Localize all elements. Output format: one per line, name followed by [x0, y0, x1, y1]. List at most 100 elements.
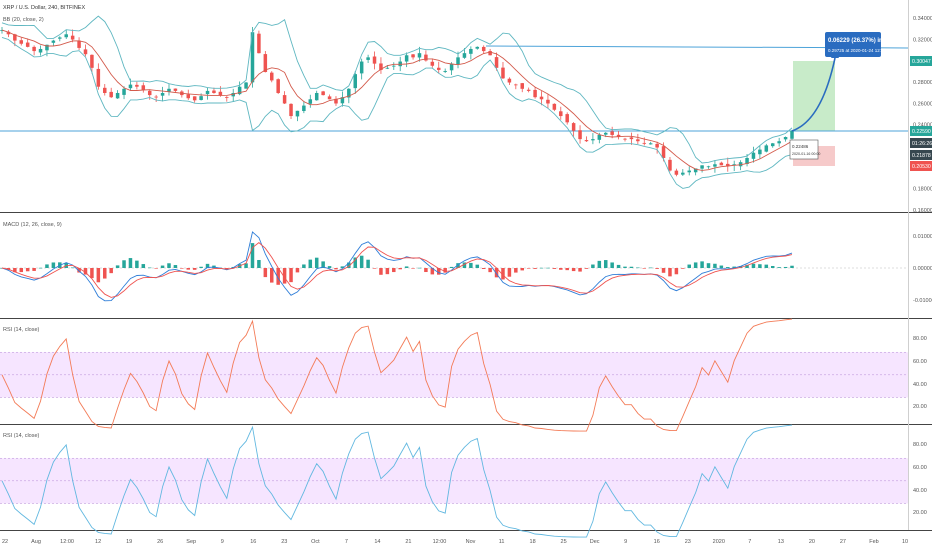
rsi-pane-2[interactable]	[0, 424, 908, 538]
candle-body	[225, 97, 229, 98]
macd-histogram-bar	[456, 263, 460, 268]
macd-histogram-bar	[700, 261, 704, 268]
macd-histogram-bar	[546, 267, 550, 269]
macd-histogram-bar	[655, 268, 659, 269]
candle-body	[115, 92, 120, 99]
macd-histogram-bar	[424, 268, 428, 273]
time-tick-label: 16	[250, 539, 256, 545]
rsi1-axis[interactable]: 80.00 60.00 40.00 20.00	[913, 336, 927, 410]
rsi2-legend[interactable]: RSI (14, close)	[3, 433, 40, 439]
macd-histogram-bar	[45, 264, 49, 268]
macd-histogram-bar	[430, 268, 435, 275]
candle-body	[700, 165, 704, 169]
candle-body	[103, 87, 107, 93]
symbol-legend[interactable]: XRP / U.S. Dollar, 240, BITFINEX	[3, 5, 85, 11]
macd-histogram-bar	[289, 268, 293, 283]
price-pane[interactable]	[0, 15, 794, 189]
time-tick-label: Sep	[186, 539, 196, 545]
candle-body	[321, 91, 325, 96]
macd-legend[interactable]: MACD (12, 26, close, 9)	[3, 222, 62, 228]
price-tag	[910, 126, 932, 136]
bb-legend[interactable]: BB (20, close, 2)	[3, 17, 44, 23]
candle-body	[559, 111, 563, 117]
candle-body	[661, 146, 666, 158]
time-tick-label: 7	[748, 539, 751, 545]
macd-histogram-bar	[225, 268, 229, 270]
candle-body	[668, 159, 672, 171]
candle-body	[603, 132, 608, 135]
candle-body	[160, 92, 165, 96]
candle-body	[610, 131, 614, 135]
candle-body	[404, 55, 409, 62]
macd-histogram-bar	[726, 267, 730, 268]
candle-body	[308, 99, 313, 104]
macd-histogram-bar	[449, 266, 454, 268]
projection-arc[interactable]	[791, 57, 836, 132]
candle-body	[693, 168, 698, 173]
candle-body	[231, 92, 235, 97]
macd-histogram-bar	[539, 267, 544, 269]
candle-body	[135, 84, 139, 87]
macd-histogram-bar	[379, 268, 383, 275]
macd-histogram-bar	[308, 259, 313, 268]
candle-body	[655, 143, 659, 148]
price-tick-label: 0.24000	[913, 123, 932, 129]
time-tick-label: 26	[157, 539, 163, 545]
macd-histogram-bar	[597, 260, 602, 268]
macd-histogram-bar	[96, 268, 101, 283]
candle-body	[366, 57, 370, 60]
candle-body	[732, 164, 736, 166]
macd-histogram-bar	[353, 257, 358, 268]
candle-body	[141, 85, 146, 90]
measure-callout[interactable]: 0.06229 (26.37%) in 8d 4h 0.29725 at 202…	[825, 32, 900, 57]
candle-body	[526, 89, 531, 91]
price-tag-label: 0.21878	[912, 153, 931, 159]
candle-body	[770, 143, 775, 147]
macd-histogram-bar	[135, 260, 139, 268]
price-tag-label: 0.30047	[912, 59, 931, 65]
rsi2-tick-label: 20.00	[913, 510, 927, 516]
rsi2-axis[interactable]: 80.00 60.00 40.00 20.00	[913, 442, 927, 516]
macd-histogram-bar	[314, 257, 319, 268]
macd-histogram-bar	[745, 264, 749, 268]
candle-body	[629, 137, 634, 140]
time-axis[interactable]: 22 Aug 12:00 12 19 26 Sep 9 16 23 Oct 7 14 21 12:00 Nov…	[2, 539, 908, 545]
macd-pane[interactable]	[0, 231, 908, 302]
macd-histogram-bar	[398, 268, 402, 270]
candle-body	[70, 35, 75, 40]
macd-histogram-bar	[385, 268, 390, 275]
macd-histogram-bar	[180, 268, 184, 269]
macd-histogram-bar	[578, 268, 582, 272]
macd-histogram-bar	[103, 268, 107, 279]
candle-body	[783, 137, 788, 140]
macd-histogram-bar	[77, 268, 81, 273]
macd-histogram-bar	[488, 268, 492, 273]
candle-body	[32, 46, 36, 52]
time-tick-label: 20	[809, 539, 815, 545]
entry-label[interactable]: 0.22486 2020-01-16 00:00	[789, 139, 820, 160]
macd-histogram-bar	[681, 268, 685, 269]
candle-body	[597, 134, 602, 140]
rsi1-tick-label: 60.00	[913, 359, 927, 365]
candle-body	[411, 54, 415, 58]
time-tick-label: 13	[778, 539, 784, 545]
rsi-pane-1[interactable]	[0, 318, 908, 432]
candle-body	[327, 96, 332, 100]
macd-histogram-bar	[334, 268, 338, 270]
macd-axis[interactable]: 0.01000 0.00000 -0.01000	[913, 234, 932, 304]
candle-body	[591, 139, 595, 141]
candle-body	[648, 143, 653, 145]
target-zone[interactable]	[793, 61, 835, 131]
candle-body	[623, 138, 627, 140]
candle-body	[25, 42, 30, 47]
time-tick-label: 11	[499, 539, 505, 545]
price-tag	[910, 56, 932, 66]
price-axis[interactable]: 0.340000.320000.300000.280000.260000.240…	[913, 16, 932, 214]
time-tick-label: 12:00	[433, 539, 447, 545]
macd-histogram-bar	[70, 267, 75, 269]
rsi1-legend[interactable]: RSI (14, close)	[3, 327, 40, 333]
macd-histogram-bar	[38, 267, 43, 269]
macd-histogram-bar	[192, 268, 197, 270]
